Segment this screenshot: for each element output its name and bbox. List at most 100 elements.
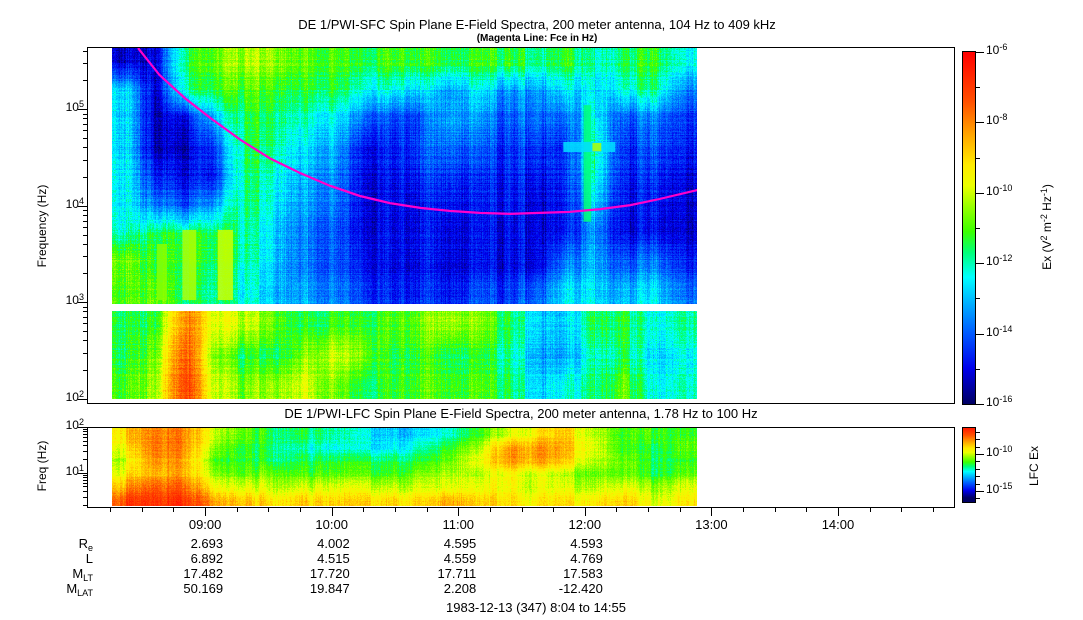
sfc-y-tick [83, 273, 87, 274]
time-tick [648, 507, 649, 512]
lfc-y-tick [83, 434, 87, 435]
sfc-y-tick [83, 227, 87, 228]
lfc-y-tick [83, 480, 87, 481]
time-tick-label: 12:00 [568, 517, 602, 532]
sfc-spectrogram-canvas [112, 48, 697, 399]
sfc-subtitle: (Magenta Line: Fce in Hz) [476, 33, 598, 44]
time-tick [332, 507, 333, 516]
sfc-y-tick [83, 215, 87, 216]
lfc-y-tick-label: 101 [65, 462, 84, 479]
sfc-y-tick [83, 114, 87, 115]
sfc-colorbar-tick [976, 369, 980, 370]
sfc-y-tick [83, 210, 87, 211]
sfc-colorbar-tick-label: 10-16 [986, 393, 1013, 410]
lfc-y-tick [83, 497, 87, 498]
lfc-colorbar-tick [976, 476, 980, 477]
time-tick [237, 507, 238, 512]
sfc-y-tick [83, 331, 87, 332]
sfc-y-tick [83, 307, 87, 308]
lfc-y-tick [83, 445, 87, 446]
sfc-y-tick [83, 256, 87, 257]
time-tick [870, 507, 871, 512]
lfc-y-tick [83, 483, 87, 484]
footer-value: 19.847 [309, 581, 350, 596]
time-tick [173, 507, 174, 512]
sfc-colorbar-gradient [963, 52, 975, 404]
time-tick [142, 507, 143, 512]
sfc-y-tick [83, 323, 87, 324]
lfc-y-tick [83, 475, 87, 476]
sfc-y-tick [83, 370, 87, 371]
sfc-colorbar [962, 51, 976, 405]
footer-value: 4.002 [317, 536, 350, 551]
sfc-colorbar-label: Ex (V2 m-2 Hz-1) [1038, 184, 1055, 270]
footer-value: 4.515 [317, 551, 350, 566]
footer-value: 50.169 [183, 581, 224, 596]
sfc-colorbar-tick [976, 334, 984, 335]
lfc-colorbar-tick [976, 432, 980, 433]
lfc-title: DE 1/PWI-LFC Spin Plane E-Field Spectra,… [284, 406, 758, 421]
lfc-colorbar-tick [976, 484, 980, 485]
sfc-colorbar-tick [976, 298, 980, 299]
time-tick [490, 507, 491, 512]
time-tick-label: 14:00 [821, 517, 855, 532]
lfc-spectrogram-canvas [112, 428, 697, 506]
sfc-y-tick [78, 302, 87, 303]
lfc-y-tick [83, 437, 87, 438]
footer-row-label-mlt: MLT [72, 566, 93, 584]
lfc-y-tick [78, 473, 87, 474]
footer-value: 17.583 [563, 566, 603, 581]
footer-row-label-re: Re [78, 536, 93, 554]
sfc-colorbar-tick [976, 52, 984, 53]
lfc-colorbar-tick [976, 461, 980, 462]
time-tick [363, 507, 364, 512]
footer-value: 2.208 [443, 581, 477, 596]
lfc-colorbar-tick [976, 491, 984, 492]
time-tick [775, 507, 776, 512]
lfc-y-tick [83, 477, 87, 478]
sfc-colorbar-tick [976, 228, 980, 229]
time-tick [458, 507, 459, 516]
sfc-y-tick [83, 160, 87, 161]
time-tick [901, 507, 902, 512]
time-tick [616, 507, 617, 512]
lfc-colorbar-tick [976, 439, 980, 440]
footer-value: 4.593 [570, 536, 603, 551]
sfc-y-tick-label: 102 [65, 388, 84, 405]
sfc-y-tick [83, 51, 87, 52]
time-tick [205, 507, 206, 516]
footer-value: -12.420 [558, 581, 603, 596]
time-tick [711, 507, 712, 516]
lfc-y-tick [83, 505, 87, 506]
sfc-colorbar-tick [976, 263, 984, 264]
time-tick [933, 507, 934, 512]
lfc-y-tick-label: 102 [65, 416, 84, 433]
time-tick [585, 507, 586, 516]
lfc-colorbar-tick [976, 498, 980, 499]
lfc-y-tick [83, 491, 87, 492]
sfc-y-tick [83, 147, 87, 148]
sfc-y-tick-label: 104 [65, 195, 84, 212]
time-tick [395, 507, 396, 512]
lfc-y-tick [83, 459, 87, 460]
footer-value: 17.482 [183, 566, 224, 581]
time-tick-label: 09:00 [188, 517, 222, 532]
sfc-y-tick [83, 235, 87, 236]
sfc-colorbar-tick-label: 10-12 [986, 252, 1013, 269]
sfc-y-tick [83, 130, 87, 131]
lfc-colorbar-label: LFC Ex [1027, 445, 1041, 487]
date-line: 1983-12-13 (347) 8:04 to 14:55 [446, 600, 626, 615]
sfc-y-tick-label: 105 [65, 98, 84, 115]
time-tick [743, 507, 744, 512]
sfc-y-tick [83, 353, 87, 354]
lfc-colorbar-tick-label: 10-15 [986, 480, 1013, 497]
sfc-title: DE 1/PWI-SFC Spin Plane E-Field Spectra,… [298, 17, 776, 32]
lfc-colorbar-tick-label: 10-10 [986, 443, 1013, 460]
sfc-colorbar-tick [976, 87, 980, 88]
footer-row-label-l: L [85, 551, 93, 566]
time-tick [300, 507, 301, 512]
sfc-y-tick [83, 124, 87, 125]
footer-value: 4.595 [443, 536, 477, 551]
sfc-y-tick [83, 118, 87, 119]
